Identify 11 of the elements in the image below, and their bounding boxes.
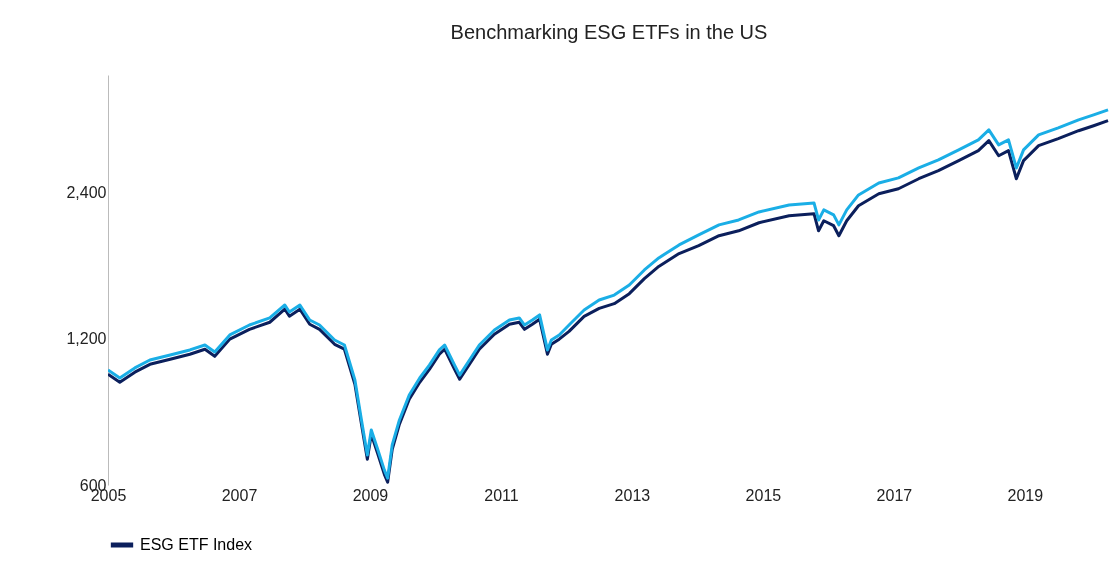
x-tick-label: 2015 [745, 486, 782, 504]
x-tick-label: 2017 [876, 486, 913, 504]
y-tick-label: 2,400 [66, 184, 107, 202]
x-tick-label: 2013 [614, 486, 651, 504]
x-tick-label: 2007 [221, 486, 258, 504]
x-tick-label: 2019 [1007, 486, 1044, 504]
y-tick-label: 1,200 [66, 330, 107, 348]
x-tick-label: 2009 [352, 486, 389, 504]
legend-label: ESG ETF Index [140, 536, 253, 553]
x-tick-label: 2011 [484, 486, 519, 504]
chart-title: Benchmarking ESG ETFs in the US [450, 21, 768, 43]
